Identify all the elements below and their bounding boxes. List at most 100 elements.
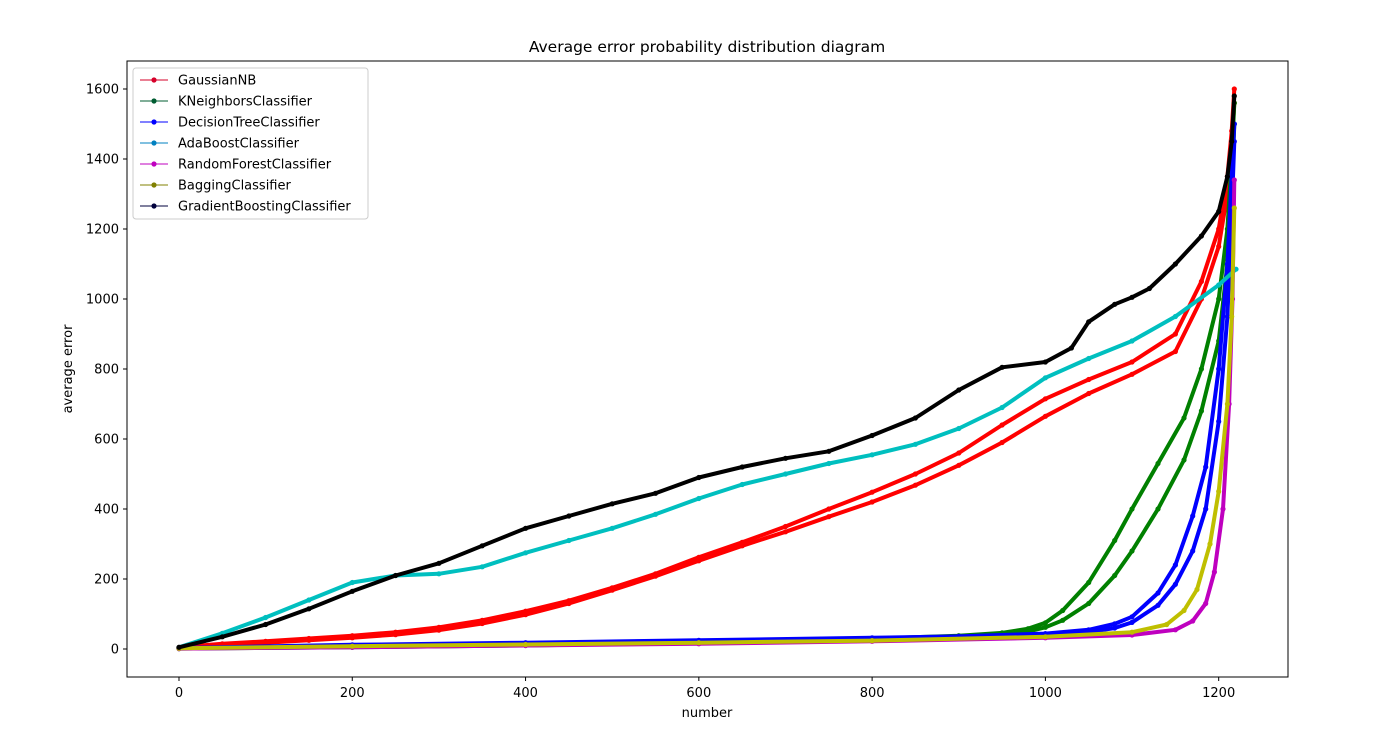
data-point-adaboostclassifier	[1042, 375, 1048, 381]
data-point-gaussiannb-lower	[869, 499, 875, 505]
data-point-randomforestclassifier	[1172, 627, 1178, 633]
y-axis: 0 200 400 600 800 1000 1200 1400 1600	[86, 83, 127, 658]
data-point-gaussiannb-lower	[912, 482, 919, 488]
data-point-gradientboostingclassifier	[1042, 359, 1048, 365]
legend-label-adaboostclassifier: AdaBoostClassifier	[178, 137, 300, 152]
legend-label-decisiontreeclassifier: DecisionTreeClassifier	[178, 116, 320, 131]
data-point-baggingclassifier	[1164, 621, 1170, 628]
data-point-baggingclassifier	[1194, 586, 1200, 593]
data-point-decisiontreeclassifier-lower	[1190, 548, 1196, 554]
data-point-gradientboostingclassifier	[436, 560, 442, 566]
data-point-gaussiannb-lower	[609, 587, 615, 593]
data-point-gradientboostingclassifier	[609, 501, 615, 507]
data-point-gaussiannb-lower	[999, 439, 1005, 446]
data-point-kneighborsclassifier-lower	[1155, 506, 1161, 512]
data-point-adaboostclassifier	[349, 579, 355, 586]
data-point-gaussiannb-lower	[566, 600, 572, 607]
data-point-gaussiannb-lower	[479, 620, 485, 627]
data-point-adaboostclassifier	[436, 571, 442, 577]
legend-marker-decisiontreeclassifier	[151, 119, 157, 125]
data-point-gaussiannb-lower	[652, 573, 659, 579]
x-tick-label: 1000	[1029, 686, 1062, 701]
data-point-decisiontreeclassifier	[1190, 513, 1196, 519]
data-point-adaboostclassifier	[1086, 355, 1092, 362]
data-point-kneighborsclassifier-lower	[1112, 572, 1118, 579]
data-point-gaussiannb	[782, 523, 789, 530]
data-point-gradientboostingclassifier	[1216, 208, 1222, 215]
series-line-adaboostclassifier	[177, 267, 1238, 650]
data-point-adaboostclassifier	[609, 525, 615, 531]
data-point-adaboostclassifier	[826, 460, 832, 467]
data-point-adaboostclassifier	[1216, 282, 1222, 288]
series-gaussiannb	[176, 86, 1237, 651]
data-point-randomforestclassifier	[1203, 600, 1209, 607]
data-point-decisiontreeclassifier	[1129, 614, 1135, 620]
data-point-gaussiannb	[1129, 359, 1135, 365]
x-tick-label: 600	[686, 686, 711, 701]
data-point-gradientboostingclassifier	[393, 572, 399, 579]
data-point-kneighborsclassifier-lower	[1181, 457, 1187, 463]
data-point-gaussiannb	[1198, 278, 1204, 285]
x-tick-label: 800	[860, 686, 885, 701]
legend-box	[132, 67, 369, 220]
data-point-baggingclassifier	[1181, 607, 1187, 614]
data-point-gradientboostingclassifier	[696, 474, 702, 481]
data-point-kneighborsclassifier	[1216, 296, 1222, 302]
data-point-decisiontreeclassifier	[1203, 464, 1209, 470]
data-point-gradientboostingclassifier	[1068, 345, 1074, 351]
data-point-gradientboostingclassifier	[176, 644, 182, 650]
data-point-kneighborsclassifier	[1042, 620, 1048, 626]
data-point-adaboostclassifier	[782, 471, 789, 477]
data-point-decisiontreeclassifier-lower	[1224, 313, 1230, 320]
data-point-adaboostclassifier	[1172, 313, 1178, 320]
data-point-decisiontreeclassifier-lower	[1155, 602, 1161, 608]
data-point-adaboostclassifier	[912, 441, 919, 447]
data-point-gaussiannb-lower	[1042, 413, 1048, 419]
x-tick-label: 1200	[1202, 686, 1235, 701]
data-point-gaussiannb-lower	[696, 558, 702, 564]
data-point-adaboostclassifier	[306, 597, 312, 603]
data-point-randomforestclassifier	[1211, 569, 1217, 575]
legend-label-gradientboostingclassifier: GradientBoostingClassifier	[178, 200, 351, 215]
data-point-gradientboostingclassifier	[263, 621, 269, 628]
legend-marker-gaussiannb	[151, 77, 157, 83]
data-point-gradientboostingclassifier	[1129, 294, 1135, 300]
data-point-kneighborsclassifier	[1112, 537, 1118, 544]
legend-label-gaussiannb: GaussianNB	[178, 74, 256, 89]
data-point-gradientboostingclassifier	[956, 387, 962, 393]
legend-marker-baggingclassifier	[151, 182, 157, 188]
x-axis-label: number	[682, 706, 733, 721]
legend-marker-gradientboostingclassifier	[151, 203, 157, 209]
y-tick-label: 400	[94, 503, 119, 518]
x-axis: 0 200 400 600 800 1000 1200	[175, 677, 1235, 701]
data-point-kneighborsclassifier	[1198, 366, 1204, 372]
y-tick-label: 800	[94, 363, 119, 378]
data-point-kneighborsclassifier-lower	[1042, 624, 1048, 630]
data-point-adaboostclassifier	[652, 511, 659, 517]
data-point-gradientboostingclassifier	[566, 513, 572, 519]
data-point-gradientboostingclassifier	[1112, 301, 1118, 307]
data-point-baggingclassifier	[1216, 488, 1222, 495]
y-tick-label: 600	[94, 433, 119, 448]
data-point-gradientboostingclassifier	[912, 415, 919, 421]
data-point-gradientboostingclassifier	[1172, 261, 1178, 267]
x-tick-label: 0	[175, 686, 183, 701]
series-line-gradientboostingclassifier	[177, 94, 1237, 650]
legend-marker-adaboostclassifier	[151, 140, 157, 146]
data-point-adaboostclassifier	[869, 452, 875, 458]
data-point-decisiontreeclassifier	[1155, 590, 1161, 596]
data-point-decisiontreeclassifier-lower	[1216, 418, 1222, 425]
data-point-gradientboostingclassifier	[1086, 319, 1092, 325]
data-point-gradientboostingclassifier	[1146, 285, 1152, 292]
data-point-gradientboostingclassifier	[219, 634, 225, 640]
data-point-gaussiannb-lower	[1216, 243, 1222, 250]
x-tick-label: 400	[513, 686, 538, 701]
data-point-baggingclassifier	[349, 643, 355, 649]
data-point-adaboostclassifier	[263, 614, 269, 621]
data-point-gaussiannb	[1086, 376, 1092, 383]
legend-marker-randomforestclassifier	[151, 161, 157, 167]
data-point-gradientboostingclassifier	[306, 606, 312, 612]
legend-label-randomforestclassifier: RandomForestClassifier	[178, 158, 332, 173]
data-point-gaussiannb-lower	[523, 612, 529, 618]
